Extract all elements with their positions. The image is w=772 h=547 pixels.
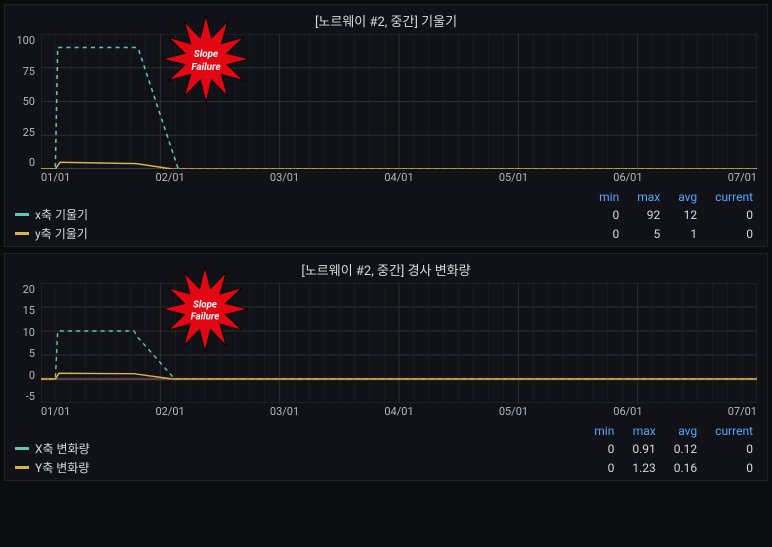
x-tick-label: 07/01 (728, 171, 757, 184)
legend-value-max: 92 (637, 208, 660, 222)
plot-wrap: SlopeFailure (41, 34, 757, 169)
x-tick-label: 04/01 (384, 171, 498, 184)
legend-value-current: 0 (715, 227, 753, 241)
legend-value-min: 0 (599, 208, 619, 222)
y-tick-label: 0 (29, 156, 35, 169)
legend-series-label: y축 기울기 (35, 225, 88, 242)
y-tick-label: 100 (16, 34, 35, 47)
legend-swatch (15, 232, 29, 235)
legend-value-max: 1.23 (632, 461, 655, 475)
legend-value-avg: 12 (678, 208, 697, 222)
x-tick-label: 04/01 (384, 405, 498, 418)
legend-series-label: X축 변화량 (35, 440, 90, 457)
legend-value-min: 0 (599, 227, 619, 241)
legend-value-avg: 1 (678, 227, 697, 241)
legend-swatch (15, 466, 29, 469)
legend-value-avg: 0.12 (674, 442, 697, 456)
x-axis: 01/0102/0103/0104/0105/0106/0107/01 (41, 405, 757, 418)
legend-value-current: 0 (715, 208, 753, 222)
x-axis: 01/0102/0103/0104/0105/0106/0107/01 (41, 171, 757, 184)
legend-value-current: 0 (715, 461, 753, 475)
legend-table: min max avg current X축 변화량 0 0.91 0.12 0 Y축 변… (15, 424, 757, 476)
y-tick-label: 20 (23, 283, 35, 296)
y-tick-label: 10 (23, 326, 35, 339)
legend-header-current: current (715, 424, 753, 438)
legend-series[interactable]: y축 기울기 (15, 225, 581, 242)
legend-swatch (15, 447, 29, 450)
legend-series[interactable]: X축 변화량 (15, 440, 576, 457)
x-tick-label: 01/01 (41, 405, 155, 418)
x-tick-label: 02/01 (155, 171, 269, 184)
legend-swatch (15, 213, 29, 216)
legend-series[interactable]: Y축 변화량 (15, 459, 576, 476)
y-tick-label: 50 (23, 95, 35, 108)
legend-series[interactable]: x축 기울기 (15, 206, 581, 223)
x-tick-label: 05/01 (499, 405, 613, 418)
legend-header-min: min (594, 424, 614, 438)
legend-value-max: 5 (637, 227, 660, 241)
x-tick-label: 03/01 (270, 405, 384, 418)
chart-panel-change: [노르웨이 #2, 중간] 경사 변화량 20 15 10 5 0 -5 SlopeFai… (4, 253, 768, 481)
chart-plot[interactable] (41, 34, 757, 169)
y-tick-label: 0 (29, 369, 35, 382)
legend-header-max: max (637, 190, 660, 204)
x-tick-label: 06/01 (613, 171, 727, 184)
y-tick-label: 25 (23, 126, 35, 139)
x-tick-label: 05/01 (499, 171, 613, 184)
x-tick-label: 01/01 (41, 171, 155, 184)
y-tick-label: -5 (26, 390, 35, 403)
x-tick-label: 02/01 (155, 405, 269, 418)
x-tick-label: 07/01 (728, 405, 757, 418)
plot-wrap: SlopeFailure (41, 283, 757, 403)
panel-title: [노르웨이 #2, 중간] 경사 변화량 (15, 260, 757, 279)
y-axis: 100 75 50 25 0 (15, 34, 41, 169)
legend-value-max: 0.91 (632, 442, 655, 456)
chart-panel-tilt: [노르웨이 #2, 중간] 기울기 1007550250 SlopeFailur… (4, 4, 768, 247)
legend-series-label: Y축 변화량 (35, 459, 89, 476)
legend-header-avg: avg (674, 424, 697, 438)
legend-header-current: current (715, 190, 753, 204)
x-tick-label: 03/01 (270, 171, 384, 184)
chart-plot[interactable] (41, 283, 757, 403)
y-tick-label: 75 (23, 65, 35, 78)
legend-series-label: x축 기울기 (35, 206, 88, 223)
y-axis: 20 15 10 5 0 -5 (15, 283, 41, 403)
chart-area: 100 75 50 25 0 SlopeFailure (15, 34, 757, 169)
legend-header-avg: avg (678, 190, 697, 204)
legend-value-avg: 0.16 (674, 461, 697, 475)
legend-value-current: 0 (715, 442, 753, 456)
panel-title: [노르웨이 #2, 중간] 기울기 (15, 11, 757, 30)
x-tick-label: 06/01 (613, 405, 727, 418)
legend-value-min: 0 (594, 442, 614, 456)
chart-area: 20 15 10 5 0 -5 SlopeFailure (15, 283, 757, 403)
legend-table: min max avg current x축 기울기 0 92 12 0 y축 기울기 0 5… (15, 190, 757, 242)
legend-header-max: max (632, 424, 655, 438)
y-tick-label: 5 (29, 347, 35, 360)
legend-value-min: 0 (594, 461, 614, 475)
y-tick-label: 15 (23, 304, 35, 317)
legend-header-min: min (599, 190, 619, 204)
